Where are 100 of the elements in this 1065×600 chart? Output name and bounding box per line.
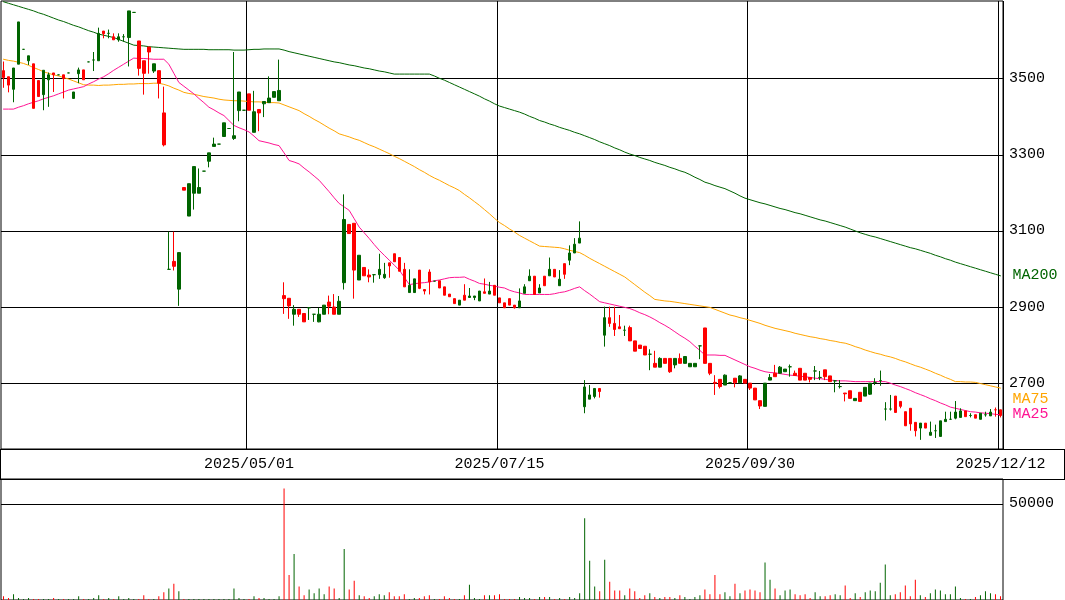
candlestick — [252, 90, 256, 133]
candlestick — [413, 278, 416, 294]
candlestick — [398, 257, 401, 272]
candlestick — [498, 297, 501, 304]
candlestick — [458, 299, 461, 306]
candlestick — [788, 364, 792, 378]
candlestick — [82, 69, 85, 81]
x-tick-label: 2025/09/30 — [704, 456, 795, 473]
candlestick — [538, 283, 541, 294]
candlestick — [162, 86, 166, 147]
candlestick — [17, 21, 20, 65]
candlestick — [944, 411, 947, 423]
candlestick — [463, 283, 466, 301]
candlestick — [52, 72, 55, 93]
candlestick — [77, 67, 80, 84]
candlestick — [563, 263, 566, 280]
candlestick — [929, 421, 932, 436]
candlestick — [603, 306, 606, 348]
x-tick-label: 2025/05/01 — [203, 456, 294, 473]
candlestick — [448, 293, 451, 298]
candlestick — [833, 379, 837, 393]
candlestick — [678, 352, 682, 364]
candlestick — [879, 370, 882, 387]
candlestick — [307, 307, 311, 321]
candlestick — [964, 410, 967, 418]
candlestick — [403, 262, 406, 288]
candlestick — [523, 283, 526, 294]
candlestick — [573, 237, 576, 254]
candlestick — [388, 262, 391, 279]
candlestick — [102, 30, 105, 39]
candlestick — [62, 74, 65, 99]
candlestick — [378, 253, 381, 280]
y-tick-label: 3100 — [1009, 222, 1046, 240]
candlestick — [493, 284, 496, 296]
y-tick-label: 2900 — [1009, 298, 1046, 316]
line-series — [3, 1, 1001, 277]
series-label: MA200 — [1012, 267, 1058, 285]
candlestick — [528, 268, 531, 282]
candlestick — [853, 397, 857, 402]
candlestick — [658, 356, 662, 368]
candlestick — [72, 91, 75, 99]
candlestick — [578, 220, 581, 244]
candlestick — [453, 298, 456, 305]
candlestick — [653, 350, 657, 368]
candlestick — [608, 306, 611, 328]
candlestick — [438, 280, 441, 289]
y-tick-label: 50000 — [1009, 495, 1055, 513]
candlestick — [919, 422, 922, 441]
candlestick — [553, 268, 556, 278]
candlestick — [337, 295, 341, 315]
candlestick — [478, 290, 481, 302]
candlestick — [12, 67, 15, 103]
candlestick — [237, 91, 241, 122]
candlestick — [533, 275, 536, 295]
candlestick — [954, 400, 957, 420]
candlestick — [979, 412, 982, 420]
candlestick — [157, 70, 161, 99]
candlestick — [598, 387, 601, 399]
candlestick — [357, 254, 361, 281]
candlestick — [613, 306, 616, 337]
candlestick — [147, 46, 151, 75]
candlestick — [117, 32, 120, 43]
candlestick — [383, 262, 386, 280]
candlestick — [768, 373, 772, 381]
candlestick — [257, 108, 261, 132]
candlestick — [588, 384, 591, 400]
candlestick — [738, 374, 742, 384]
candlestick — [899, 400, 902, 409]
series-label: MA25 — [1012, 406, 1049, 424]
candlestick — [939, 420, 942, 437]
candlestick — [182, 187, 186, 191]
candlestick — [548, 257, 551, 277]
candlestick — [127, 10, 131, 67]
y-tick-label: 2700 — [1009, 374, 1046, 392]
candlestick — [408, 268, 411, 294]
candlestick — [518, 287, 521, 309]
candlestick — [428, 268, 431, 295]
candlestick — [698, 345, 702, 360]
candlestick — [974, 414, 977, 419]
candlestick — [152, 63, 156, 74]
candlestick — [468, 287, 471, 299]
candlestick — [889, 394, 892, 412]
candlestick — [558, 269, 561, 287]
candlestick — [673, 357, 677, 369]
candlestick — [232, 51, 236, 141]
x-tick-label: 2025/07/15 — [454, 456, 545, 473]
candlestick — [393, 253, 396, 263]
candlestick — [473, 295, 476, 301]
x-tick-label: 2025/12/12 — [955, 456, 1046, 473]
candlestick — [167, 231, 171, 270]
candlestick — [723, 373, 727, 386]
candlestick — [172, 231, 176, 271]
candlestick — [583, 379, 586, 414]
candlestick — [508, 298, 511, 306]
candlestick — [904, 411, 907, 427]
candlestick — [959, 407, 962, 418]
candlestick — [914, 421, 917, 437]
candlestick — [733, 377, 737, 388]
candlestick — [999, 409, 1002, 418]
series-label: MA75 — [1012, 390, 1049, 408]
